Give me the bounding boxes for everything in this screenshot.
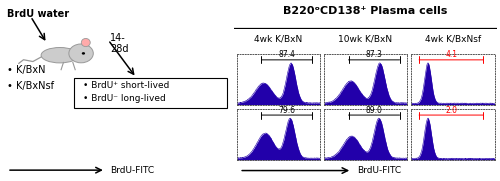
Text: • BrdU⁺ short-lived: • BrdU⁺ short-lived <box>84 81 170 90</box>
Text: • BrdU⁻ long-lived: • BrdU⁻ long-lived <box>84 94 166 103</box>
Text: 14-
28d: 14- 28d <box>110 33 129 54</box>
Text: 87.4: 87.4 <box>278 50 295 59</box>
FancyBboxPatch shape <box>74 78 227 108</box>
Text: 87.3: 87.3 <box>366 50 382 59</box>
Text: 4wk K/BxN: 4wk K/BxN <box>254 34 302 43</box>
Text: 89.0: 89.0 <box>366 106 382 115</box>
Text: 79.6: 79.6 <box>278 106 295 115</box>
Text: 10wk K/BxN: 10wk K/BxN <box>338 34 392 43</box>
Text: BrdU-FITC: BrdU-FITC <box>358 166 402 175</box>
Text: B220ᵒCD138⁺ Plasma cells: B220ᵒCD138⁺ Plasma cells <box>283 6 448 16</box>
Text: BrdU-FITC: BrdU-FITC <box>110 166 154 175</box>
Circle shape <box>82 52 85 55</box>
Text: 2.0: 2.0 <box>446 106 458 115</box>
Circle shape <box>69 44 94 63</box>
Text: • K/BxN
• K/BxNsf: • K/BxN • K/BxNsf <box>7 65 54 91</box>
Ellipse shape <box>82 38 90 47</box>
Ellipse shape <box>41 47 78 63</box>
Text: 4.1: 4.1 <box>446 50 458 59</box>
Text: BrdU water: BrdU water <box>7 9 69 19</box>
Text: 4wk K/BxNsf: 4wk K/BxNsf <box>424 34 481 43</box>
